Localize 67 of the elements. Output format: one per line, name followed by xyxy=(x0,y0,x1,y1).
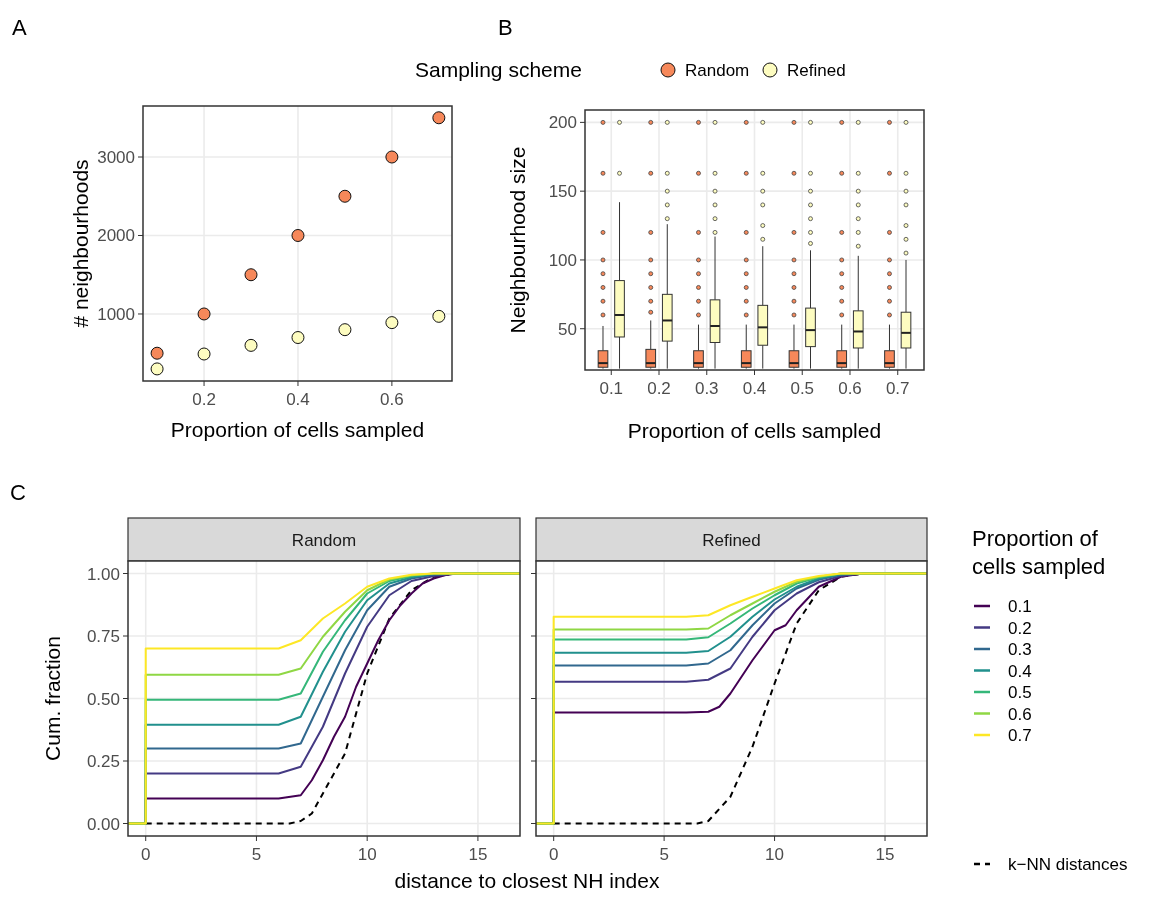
point xyxy=(338,189,352,203)
legend-title: Sampling scheme xyxy=(415,58,582,81)
x-tick-label: 5 xyxy=(659,845,669,864)
legend-label: 0.3 xyxy=(1008,640,1032,659)
legend-label: 0.6 xyxy=(1008,704,1032,724)
x-tick-label: 10 xyxy=(357,845,377,864)
y-axis-title: # neighbourhoods xyxy=(69,159,92,328)
x-tick-label: 0.3 xyxy=(694,379,719,398)
legend-title: Proportion of cells sampled xyxy=(972,526,1106,579)
y-tick-label: 1.00 xyxy=(86,564,120,584)
point xyxy=(385,316,399,330)
y-tick-label: 0.00 xyxy=(86,814,120,834)
legend-label: 0.1 xyxy=(1008,597,1032,616)
point xyxy=(150,346,164,360)
y-tick-label: 100 xyxy=(548,250,577,270)
point xyxy=(385,150,399,164)
x-axis-title: Proportion of cells sampled xyxy=(170,418,425,441)
legend-label: 0.7 xyxy=(1008,726,1032,745)
y-tick-label: 0.75 xyxy=(86,627,120,646)
x-tick-label: 0.5 xyxy=(790,379,815,398)
legend-label: k−NN distances xyxy=(1008,855,1128,874)
chart-title: Refined xyxy=(702,530,761,550)
point xyxy=(244,338,258,352)
x-tick-label: 0.2 xyxy=(647,379,671,398)
text: B xyxy=(498,15,513,40)
y-tick-label: 150 xyxy=(548,182,577,202)
point xyxy=(432,309,446,323)
y-axis-title: Cum. fraction xyxy=(41,636,64,761)
point xyxy=(338,323,352,337)
point xyxy=(432,111,446,125)
text: A xyxy=(12,15,27,40)
x-tick-label: 0.6 xyxy=(838,379,862,398)
x-tick-label: 0.4 xyxy=(286,390,310,409)
x-tick-label: 0.2 xyxy=(192,390,216,409)
x-tick-label: 0 xyxy=(548,845,559,864)
y-tick-label: 50 xyxy=(558,319,577,339)
y-tick-label: 2000 xyxy=(97,226,135,246)
y-axis-title: Neighbourhood size xyxy=(506,146,529,334)
point xyxy=(244,268,258,282)
x-tick-label: 0.1 xyxy=(599,379,624,398)
x-tick-label: 0 xyxy=(140,845,151,864)
y-tick-label: 0.50 xyxy=(86,689,120,709)
point xyxy=(150,362,164,376)
x-tick-label: 0.4 xyxy=(742,379,767,398)
x-tick-label: 15 xyxy=(875,845,895,864)
text: C xyxy=(10,480,26,505)
point xyxy=(197,347,211,361)
point xyxy=(197,307,211,321)
x-tick-label: 0.7 xyxy=(885,379,910,398)
x-tick-label: 15 xyxy=(468,845,488,864)
x-axis-title: distance to closest NH index xyxy=(394,869,660,892)
legend-label: 0.4 xyxy=(1008,661,1032,681)
legend-label: Refined xyxy=(787,61,846,80)
legend-label: 0.2 xyxy=(1008,618,1032,638)
legend-label: 0.5 xyxy=(1008,683,1032,702)
y-tick-label: 1000 xyxy=(97,304,135,324)
y-tick-label: 3000 xyxy=(97,148,135,168)
y-tick-label: 200 xyxy=(548,113,577,133)
x-tick-label: 0.6 xyxy=(380,390,404,409)
point xyxy=(291,331,305,345)
point xyxy=(291,229,305,242)
legend-label: Random xyxy=(685,61,750,80)
x-tick-label: 10 xyxy=(765,845,785,864)
y-tick-label: 0.25 xyxy=(86,752,120,771)
x-tick-label: 5 xyxy=(251,845,262,864)
chart-title: Random xyxy=(291,530,357,550)
x-axis-title: Proportion of cells sampled xyxy=(627,419,882,442)
